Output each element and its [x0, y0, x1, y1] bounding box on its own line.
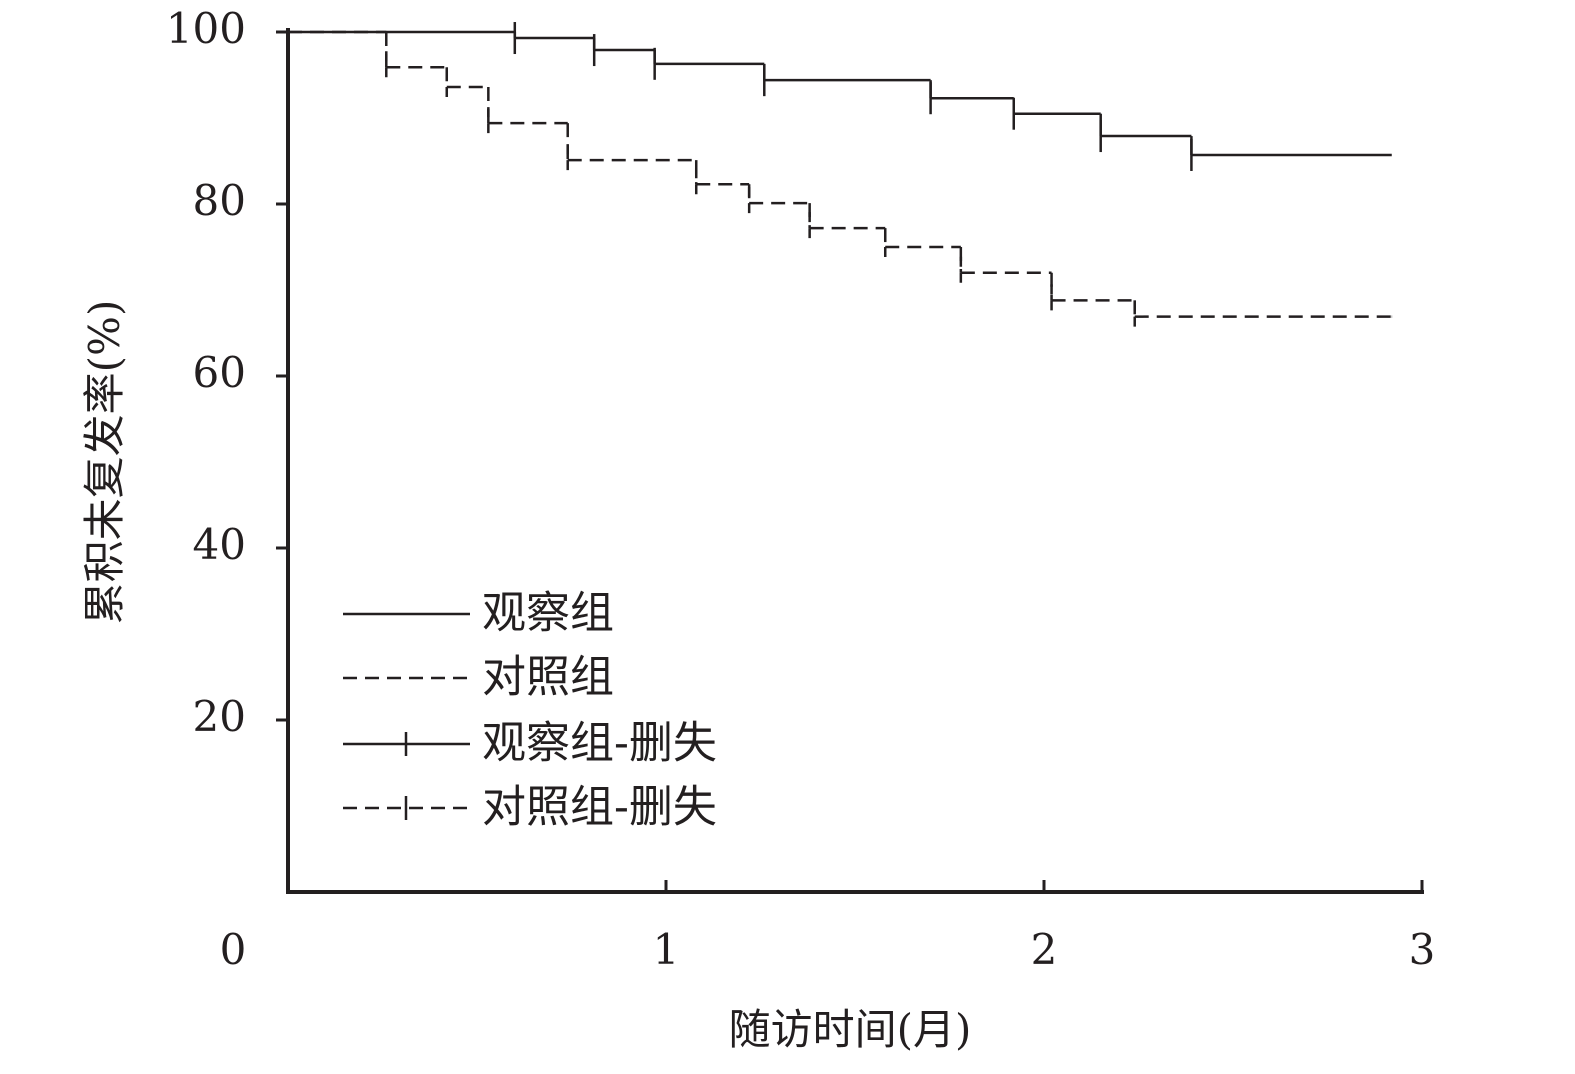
x-tick-label: 3: [1409, 925, 1436, 974]
y-tick-label: 60: [193, 348, 246, 397]
legend-label: 对照组: [482, 652, 614, 703]
x-tick-label: 0: [220, 925, 247, 974]
y-axis-label: 累积未复发率(%): [80, 300, 129, 625]
y-tick-label: 20: [193, 692, 246, 741]
x-tick-label: 1: [653, 925, 680, 974]
x-axis-label: 随访时间(月): [729, 1005, 972, 1054]
legend-label: 观察组: [482, 588, 614, 639]
legend-label: 对照组-删失: [482, 782, 717, 833]
x-tick-label: 2: [1031, 925, 1058, 974]
y-tick-label: 40: [193, 520, 246, 569]
y-tick-label: 100: [166, 4, 246, 53]
y-tick-label: 80: [193, 176, 246, 225]
legend-label: 观察组-删失: [482, 718, 717, 769]
